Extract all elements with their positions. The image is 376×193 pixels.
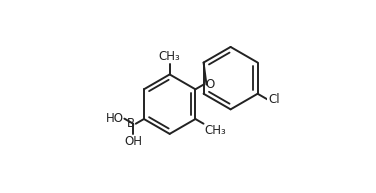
Text: O: O	[205, 78, 215, 91]
Text: Cl: Cl	[268, 93, 280, 106]
Text: OH: OH	[124, 135, 142, 148]
Text: CH₃: CH₃	[159, 50, 180, 63]
Text: B: B	[127, 117, 135, 130]
Text: HO: HO	[106, 112, 124, 125]
Text: CH₃: CH₃	[204, 124, 226, 137]
